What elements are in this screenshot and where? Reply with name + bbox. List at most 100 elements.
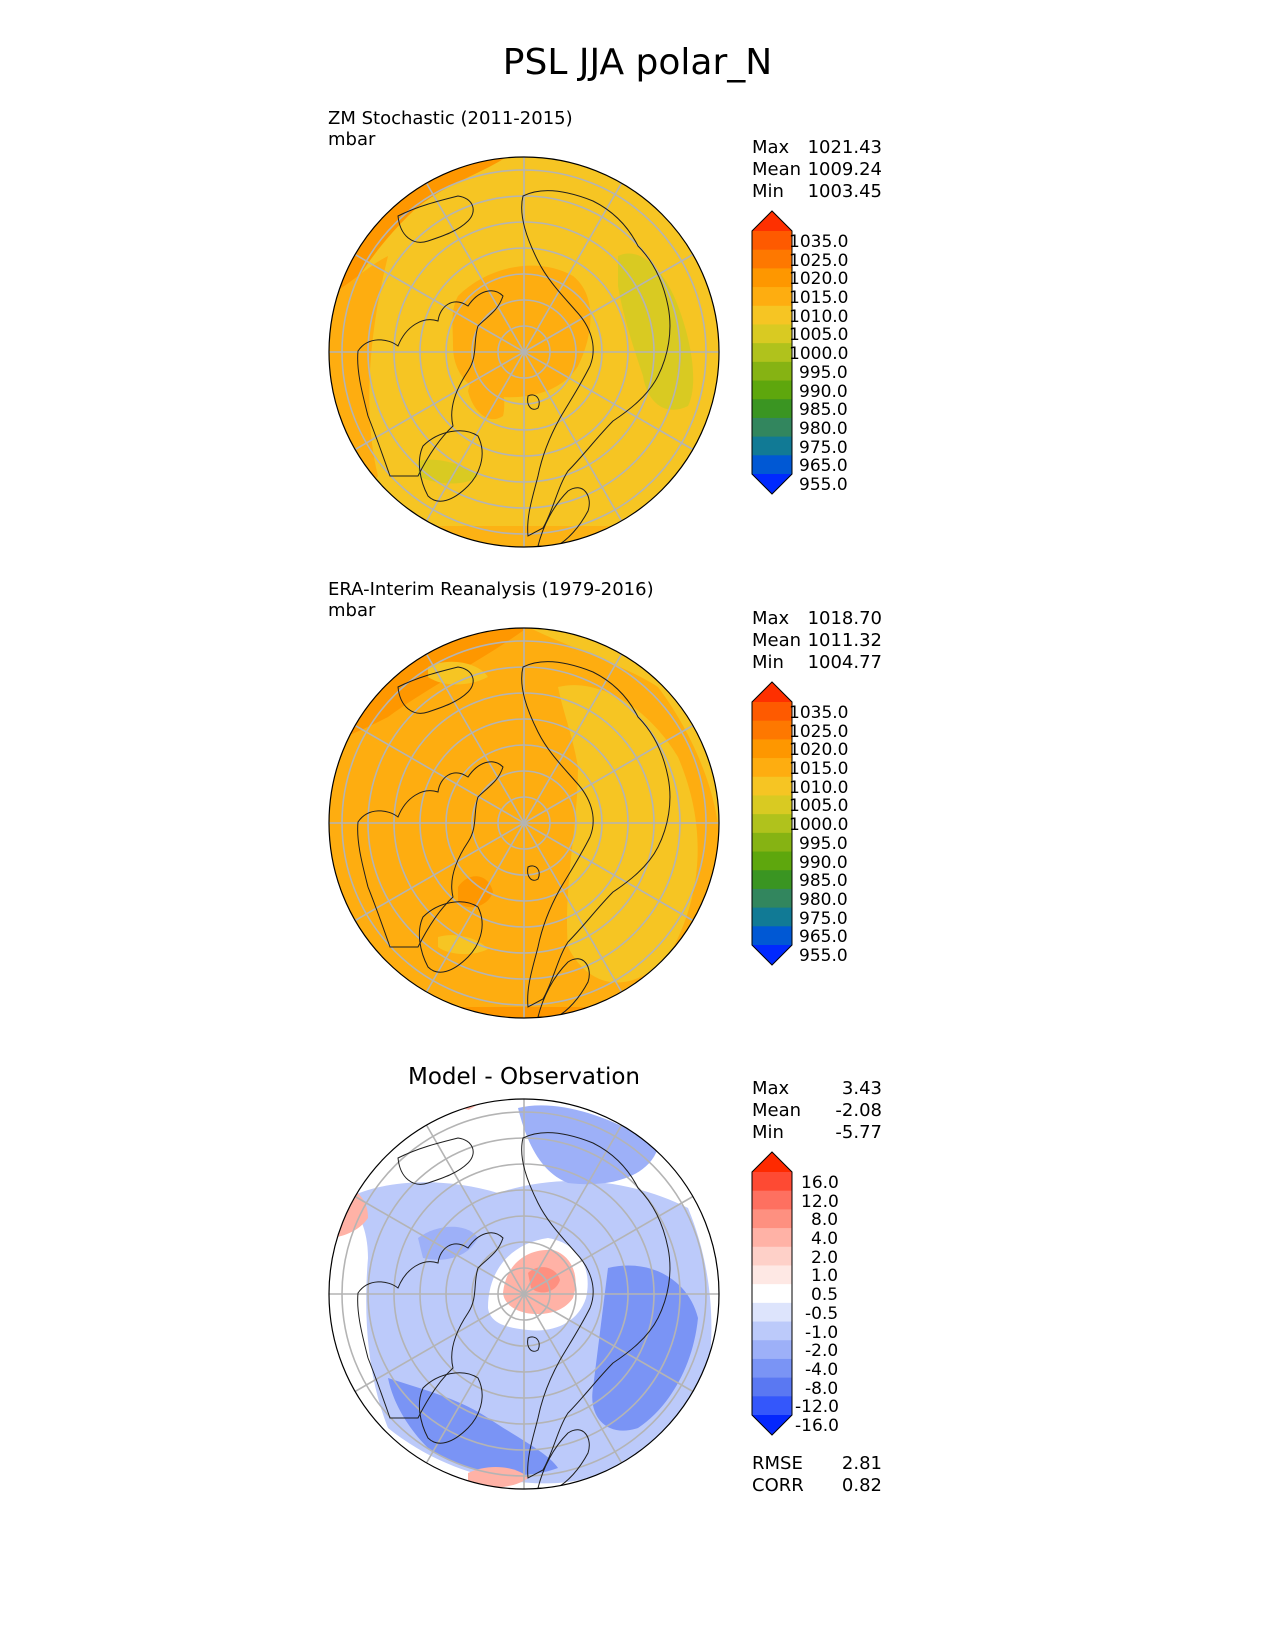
cbar-band xyxy=(752,1172,792,1192)
cbar-tick-label: 975.0 xyxy=(799,437,848,458)
cbar-extend-bottom xyxy=(752,945,792,965)
cbar-tick-label: 1015.0 xyxy=(789,288,849,309)
cbar-band xyxy=(752,399,792,419)
stats-diff: Max 3.43 Mean -2.08 Min -5.77 xyxy=(752,1078,882,1144)
cbar-tick-label: 995.0 xyxy=(799,833,848,854)
cbar-extend-bottom xyxy=(752,474,792,494)
cbar-tick-label: 980.0 xyxy=(799,418,848,439)
map-boundary xyxy=(328,156,720,548)
coastline xyxy=(418,1372,483,1444)
stat-min: Min 1004.77 xyxy=(752,652,882,673)
meridian-gridline xyxy=(523,351,623,522)
meridian-gridline xyxy=(354,1293,525,1393)
polar-map-test xyxy=(328,156,720,548)
cbar-tick-label: 965.0 xyxy=(799,456,848,477)
cbar-tick-label: 1005.0 xyxy=(789,325,849,346)
cbar-tick-label: -12.0 xyxy=(795,1397,839,1418)
stat-max: Max 1018.70 xyxy=(752,608,882,629)
meridian-gridline xyxy=(523,351,694,451)
colorbar-test xyxy=(751,210,793,495)
cbar-tick-label: 4.0 xyxy=(811,1229,839,1250)
cbar-band xyxy=(752,832,792,853)
cbar-band xyxy=(752,758,792,778)
stats-test: Max 1021.43 Mean 1009.24 Min 1003.45 xyxy=(752,137,882,203)
cbar-band xyxy=(752,776,792,796)
contour-region xyxy=(458,876,493,908)
contour-region xyxy=(592,1265,698,1431)
meridian-gridline xyxy=(523,822,623,993)
coastline xyxy=(527,394,540,410)
cbar-band xyxy=(752,455,792,475)
cbar-band xyxy=(752,361,792,382)
cbar-band xyxy=(752,1265,792,1285)
cbar-outline xyxy=(751,681,793,966)
cbar-tick-label: -4.0 xyxy=(805,1359,839,1380)
cbar-tick-label: -16.0 xyxy=(795,1416,839,1436)
cbar-band xyxy=(752,1358,792,1379)
coastline xyxy=(357,761,504,948)
cbar-tick-label: 1010.0 xyxy=(789,306,849,327)
meridian-gridline xyxy=(523,1293,694,1393)
coastline xyxy=(418,430,483,502)
cbar-band xyxy=(752,739,792,759)
meridian-gridline xyxy=(425,1293,525,1464)
meridian-gridline xyxy=(523,822,694,922)
cbar-band xyxy=(752,795,792,815)
coastline xyxy=(397,1137,474,1185)
cbar-tick-label: 985.0 xyxy=(799,400,848,421)
cbar-tick-label: 1035.0 xyxy=(789,232,849,252)
coastline xyxy=(521,190,671,537)
meridian-gridline xyxy=(425,351,525,522)
panel-title-diff: Model - Observation xyxy=(407,1064,641,1090)
cbar-tick-label: 955.0 xyxy=(799,946,848,966)
cbar-tick-label: 990.0 xyxy=(799,381,848,402)
meridian-gridline xyxy=(354,724,525,824)
cbar-tick-label: 1000.0 xyxy=(789,815,849,836)
cbar-band xyxy=(752,702,792,722)
coastline xyxy=(521,1132,671,1479)
coastline xyxy=(537,487,590,547)
cbar-tick-label: 1015.0 xyxy=(789,759,849,780)
cbar-extend-top xyxy=(752,211,792,231)
cbar-tick-label: 16.0 xyxy=(801,1173,839,1193)
meridian-gridline xyxy=(523,1293,623,1464)
stat-mean: Mean 1009.24 xyxy=(752,159,882,180)
cbar-band xyxy=(752,814,792,834)
stat-min: Min 1003.45 xyxy=(752,181,882,202)
meridian-gridline xyxy=(425,1124,525,1295)
cbar-band xyxy=(752,1190,792,1210)
cbar-tick-label: -0.5 xyxy=(805,1303,839,1324)
cbar-tick-label: 1010.0 xyxy=(789,777,849,798)
cbar-band xyxy=(752,1302,792,1323)
meridian-gridline xyxy=(425,822,525,993)
panel-title-reference: ERA-Interim Reanalysis (1979-2016) mbar xyxy=(328,579,654,621)
meridian-gridline xyxy=(523,1195,694,1295)
metric-corr: CORR 0.82 xyxy=(752,1475,882,1496)
meridian-gridline xyxy=(523,1124,623,1295)
cbar-band xyxy=(752,268,792,288)
cbar-tick-label: 2.0 xyxy=(811,1247,839,1268)
cbar-band xyxy=(752,249,792,269)
cbar-band xyxy=(752,1321,792,1341)
panel-name: ZM Stochastic (2011-2015) xyxy=(328,108,573,129)
stat-max: Max 3.43 xyxy=(752,1078,882,1099)
cbar-band xyxy=(752,720,792,740)
cbar-extend-bottom xyxy=(752,1415,792,1435)
cbar-band xyxy=(752,1284,792,1304)
cbar-tick-label: 8.0 xyxy=(811,1210,839,1231)
cbar-outline xyxy=(751,1151,793,1436)
cbar-tick-label: 965.0 xyxy=(799,927,848,948)
cbar-band xyxy=(752,436,792,456)
coastline xyxy=(527,1336,540,1352)
coastline xyxy=(537,958,590,1018)
cbar-band xyxy=(752,926,792,946)
panel-units: mbar xyxy=(328,600,376,621)
cbar-band xyxy=(752,1396,792,1416)
cbar-band xyxy=(752,888,792,909)
cbar-tick-label: 955.0 xyxy=(799,475,848,495)
meridian-gridline xyxy=(354,822,525,922)
cbar-band xyxy=(752,1209,792,1229)
colorbar-diff xyxy=(751,1151,793,1436)
contour-region xyxy=(468,1466,528,1488)
meridian-gridline xyxy=(523,253,694,353)
